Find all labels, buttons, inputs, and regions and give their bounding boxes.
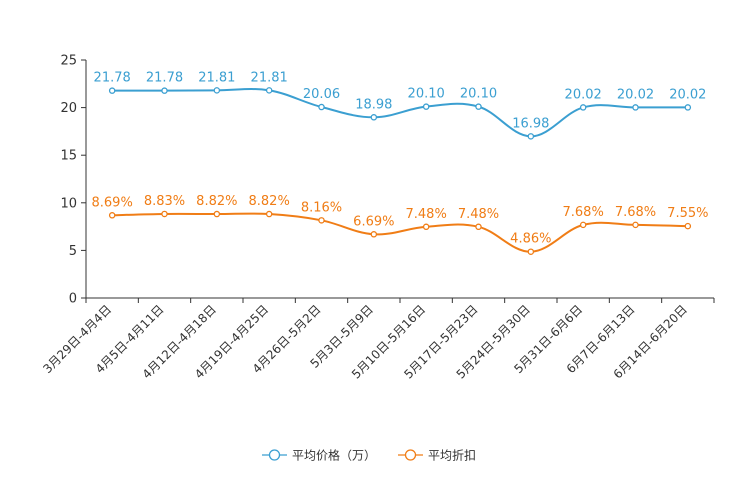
data-label: 20.10 — [408, 87, 445, 102]
data-point — [632, 104, 639, 111]
data-label: 4.86% — [510, 232, 551, 247]
data-point — [161, 87, 168, 94]
data-point — [213, 210, 221, 218]
legend-item-1: 平均价格（万） — [262, 448, 376, 463]
data-point — [370, 114, 378, 121]
y-tick-label: 0 — [69, 292, 77, 307]
data-point — [318, 217, 325, 224]
legend: 平均价格（万） 平均折扣 — [262, 448, 476, 463]
data-label: 8.16% — [301, 200, 342, 215]
data-label: 7.68% — [615, 205, 656, 220]
data-point — [579, 221, 587, 229]
data-point — [213, 87, 221, 94]
data-label: 8.69% — [92, 195, 133, 210]
data-label: 20.02 — [617, 87, 654, 102]
data-label: 20.06 — [303, 87, 340, 102]
legend-label: 平均折扣 — [428, 448, 476, 463]
data-point — [579, 104, 587, 111]
data-point — [684, 104, 692, 111]
data-label: 21.78 — [146, 71, 183, 86]
data-label: 6.69% — [353, 214, 394, 229]
data-label: 8.82% — [249, 194, 290, 209]
legend-marker — [268, 449, 281, 461]
series-1: 21.78 21.78 21.81 21.81 20.06 18.98 20.10 20.10… — [94, 70, 706, 140]
data-point — [475, 103, 482, 110]
series-line — [112, 212, 688, 253]
y-tick-label: 15 — [60, 149, 77, 164]
legend-label: 平均价格（万） — [292, 448, 376, 463]
data-label: 20.02 — [669, 87, 706, 102]
legend-item-2: 平均折扣 — [398, 448, 476, 463]
data-point — [475, 223, 482, 231]
data-label: 8.83% — [144, 194, 185, 209]
data-point — [265, 210, 273, 218]
y-tick-label: 25 — [60, 54, 77, 69]
data-label: 20.10 — [460, 87, 497, 102]
legend-marker — [404, 449, 417, 461]
series-2: 8.69% 8.83% 8.82% 8.82% 8.16% 6.69% 7.48% 7.48%… — [92, 194, 708, 255]
data-point — [527, 248, 535, 255]
data-label: 18.98 — [355, 97, 392, 112]
series-layer: 21.78 21.78 21.81 21.81 20.06 18.98 20.10 20.10… — [92, 70, 708, 255]
data-point — [108, 212, 116, 219]
data-point — [318, 103, 325, 111]
data-point — [422, 223, 430, 231]
data-label: 21.81 — [198, 70, 235, 85]
data-point — [108, 87, 116, 94]
data-label: 21.81 — [251, 70, 288, 85]
data-point — [422, 103, 430, 110]
data-label: 16.98 — [512, 116, 549, 131]
data-point — [632, 221, 639, 229]
data-label: 7.48% — [406, 207, 447, 222]
y-tick-label: 20 — [60, 101, 77, 116]
data-point — [527, 133, 535, 140]
data-label: 21.78 — [94, 71, 131, 86]
data-label: 20.02 — [565, 87, 602, 102]
data-point — [265, 87, 273, 94]
y-tick-label: 5 — [69, 244, 77, 259]
data-point — [684, 222, 692, 230]
data-point — [370, 231, 378, 238]
data-label: 7.68% — [563, 205, 604, 220]
data-label: 7.48% — [458, 207, 499, 222]
data-label: 8.82% — [196, 194, 237, 209]
data-label: 7.55% — [667, 206, 708, 221]
data-point — [161, 210, 168, 218]
y-tick-label: 10 — [60, 196, 77, 211]
